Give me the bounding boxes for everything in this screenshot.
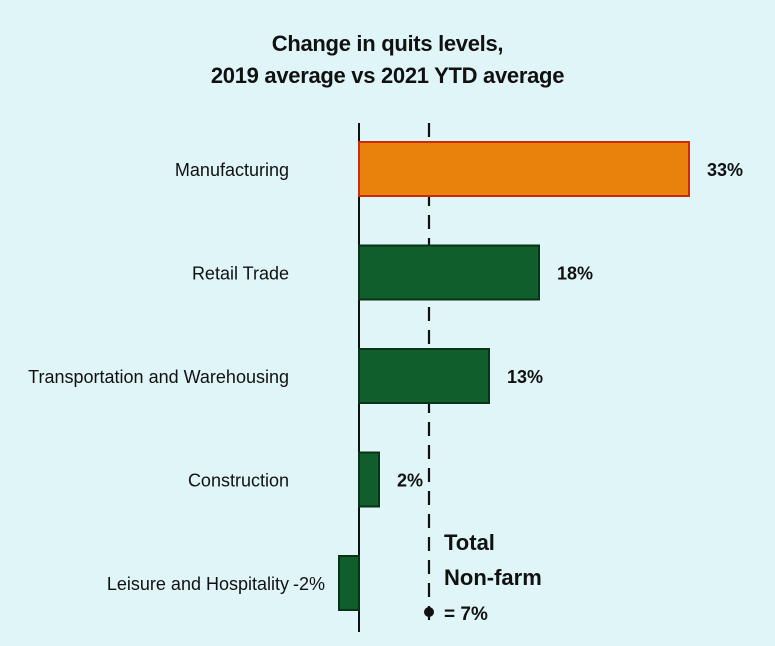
value-label-1: 18% [557,264,593,284]
bar-3 [358,451,380,508]
chart-title-line-2: 2019 average vs 2021 YTD average [210,63,565,88]
bar-4 [338,555,360,611]
chart-title: Change in quits levels, 2019 average vs … [0,28,775,92]
category-label-4: Leisure and Hospitality [107,574,289,594]
value-label-4: -2% [293,574,325,594]
category-label-2: Transportation and Warehousing [28,367,289,387]
chart-title-line-1: Change in quits levels, [271,31,504,56]
bar-0 [358,141,690,197]
category-label-1: Retail Trade [192,264,289,284]
category-label-0: Manufacturing [175,160,289,180]
reference-label-line-2: = 7% [444,604,488,625]
value-label-3: 2% [397,471,423,491]
value-label-2: 13% [507,367,543,387]
reference-label-line-0: Total [444,530,495,555]
reference-dot-marker [424,607,434,617]
bar-2 [358,348,490,404]
reference-label-line-1: Non-farm [444,565,542,590]
category-label-3: Construction [188,471,289,491]
bar-1 [358,244,540,301]
value-label-0: 33% [707,160,743,180]
